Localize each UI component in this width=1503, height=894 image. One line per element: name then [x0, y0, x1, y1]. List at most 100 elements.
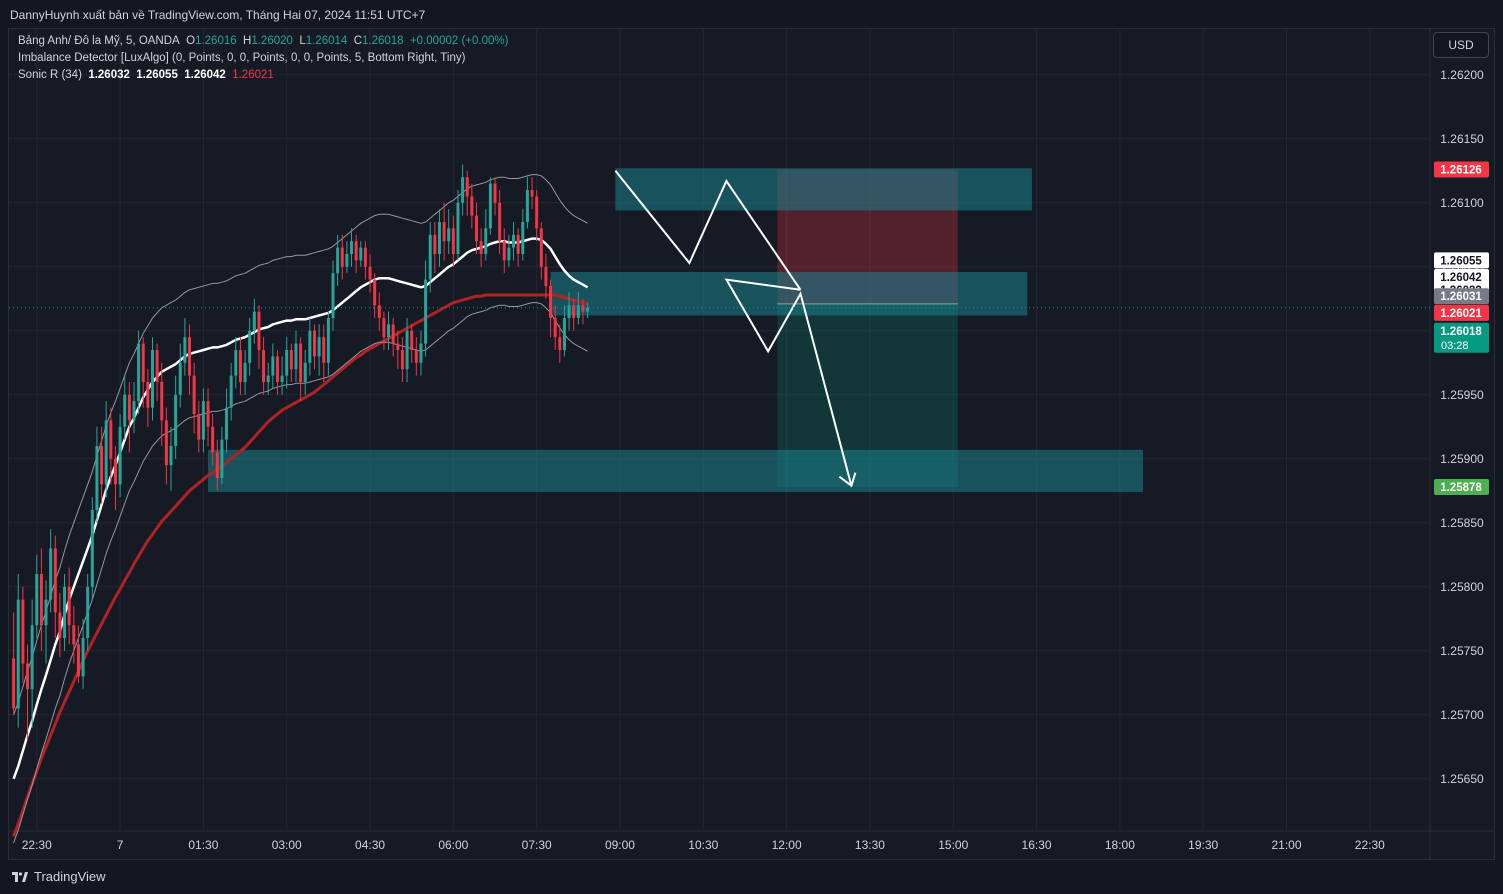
candle-body	[553, 318, 557, 338]
candle-body	[225, 407, 229, 440]
legend-indicator1: Imbalance Detector [LuxAlgo] (0, Points,…	[18, 52, 466, 64]
candle-body	[12, 658, 16, 709]
candle-body	[220, 439, 224, 478]
candle-body	[285, 350, 289, 376]
price-label: 1.25878	[1440, 482, 1482, 494]
price-label: 1.26018	[1440, 326, 1482, 338]
y-tick-label: 1.25650	[1440, 772, 1484, 786]
legend-o-label: O	[186, 35, 196, 47]
candle-body	[109, 420, 113, 459]
candle-body	[424, 279, 428, 344]
candle-body	[118, 426, 122, 485]
candle-body	[30, 625, 34, 690]
candle-body	[206, 401, 210, 427]
x-tick-label: 16:30	[1022, 838, 1052, 852]
legend-indicator2-row: Sonic R (34) 1.26032 1.26055 1.26042 1.2…	[18, 69, 274, 81]
zone-top	[615, 168, 1032, 211]
candle-body	[113, 458, 117, 485]
candle-body	[572, 305, 576, 318]
candle-body	[141, 343, 145, 382]
x-tick-label: 06:00	[438, 838, 468, 852]
candle-body	[58, 612, 62, 638]
chart-frame[interactable]	[8, 28, 1495, 860]
countdown-label: 03:28	[1441, 340, 1469, 352]
currency-button[interactable]: USD	[1433, 32, 1489, 58]
candle-body	[451, 228, 455, 254]
x-tick-label: 22:30	[1355, 838, 1385, 852]
legend-indicator2-v2: 1.26055	[136, 69, 178, 81]
candle-body	[174, 394, 178, 446]
candle-body	[377, 305, 381, 318]
price-label-bg	[1434, 288, 1489, 305]
legend-symbol: Bảng Anh/ Đô la Mỹ, 5, OANDA	[18, 35, 180, 47]
candle-body	[183, 337, 187, 363]
x-tick-label: 07:30	[522, 838, 552, 852]
candle-body	[414, 350, 418, 363]
candle-body	[586, 307, 590, 312]
short-position-tool[interactable]	[777, 169, 958, 487]
candle-body	[188, 337, 192, 376]
price-label-bg	[1434, 478, 1489, 495]
candle-body	[465, 177, 469, 197]
candle-body	[252, 311, 256, 331]
candle-body	[359, 247, 363, 261]
candle-body	[248, 330, 252, 363]
candle-body	[299, 343, 303, 382]
price-label: 1.26042	[1440, 272, 1482, 284]
pattern-drawing[interactable]	[614, 170, 857, 488]
x-tick-label: 18:00	[1105, 838, 1135, 852]
candle-body	[331, 273, 335, 318]
sonic-upper-line	[13, 174, 588, 715]
candle-body	[488, 183, 492, 229]
price-label: 1.26055	[1440, 255, 1482, 267]
candle-body	[410, 330, 414, 350]
legend-symbol-row: Bảng Anh/ Đô la Mỹ, 5, OANDA O1.26016 H1…	[18, 35, 508, 47]
publisher-bar: DannyHuynh xuất bản về TradingView.com, …	[0, 0, 1503, 28]
x-tick-label: 09:00	[605, 838, 635, 852]
x-tick-label: 13:30	[855, 838, 885, 852]
candle-body	[132, 401, 136, 421]
zone-bottom	[208, 449, 1144, 493]
candle-body	[484, 228, 488, 254]
legend-c-value: 1.26018	[362, 35, 404, 47]
candle-body	[294, 343, 298, 370]
y-tick-label: 1.26200	[1440, 68, 1484, 82]
candle-body	[456, 202, 460, 254]
candle-body	[146, 382, 150, 408]
candle-body	[391, 324, 395, 344]
candle-body	[567, 305, 571, 318]
candle-body	[67, 586, 71, 626]
publisher-text: DannyHuynh xuất bản về TradingView.com, …	[10, 8, 426, 22]
candle-body	[63, 586, 67, 638]
candle-body	[90, 510, 94, 587]
candle-body	[243, 362, 247, 382]
price-label-bg	[1434, 304, 1489, 321]
legend-indicator2-v4: 1.26021	[232, 69, 274, 81]
candle-body	[238, 350, 242, 382]
sonic-r-lines	[12, 174, 589, 843]
candle-body	[308, 330, 312, 363]
zone-mid	[550, 271, 1028, 316]
pattern-line-1	[614, 170, 802, 291]
legend-l-label: L	[299, 35, 306, 47]
candle-body	[507, 247, 511, 261]
x-tick-label: 22:30	[22, 838, 52, 852]
candle-body	[479, 241, 483, 254]
price-label-bg	[1434, 161, 1489, 178]
brand[interactable]: TradingView	[12, 869, 106, 884]
candle-body	[474, 215, 478, 242]
candle-body	[211, 426, 215, 453]
candle-body	[150, 350, 154, 408]
candle-body	[428, 234, 432, 280]
legend-indicator2-name: Sonic R (34)	[18, 69, 82, 81]
candle-body	[322, 337, 326, 363]
candle-body	[169, 446, 173, 466]
legend-change: +0.00002 (+0.00%)	[409, 35, 509, 47]
candle-body	[368, 266, 372, 280]
time-axis[interactable]: 22:30 7 01:30 03:00 04:30 06:00 07:30 09:00 10:3…	[22, 838, 1385, 852]
candle-body	[498, 202, 502, 242]
candle-body	[549, 286, 553, 318]
bottom-bar	[0, 860, 1503, 894]
candle-body	[44, 599, 48, 626]
